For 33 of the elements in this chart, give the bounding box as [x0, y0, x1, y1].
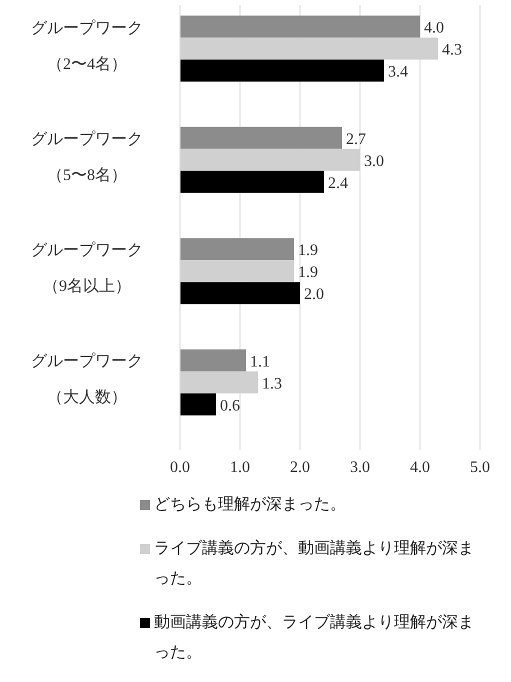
data-label: 2.4: [328, 174, 348, 192]
bar: [180, 16, 420, 38]
data-label: 1.3: [262, 375, 282, 392]
legend-label: 動画講義の方が、ライブ講義より理解が深まった。: [154, 612, 475, 663]
legend-label: どちらも理解が深まった。: [154, 495, 346, 515]
data-label: 1.1: [250, 353, 270, 370]
bar: [180, 60, 384, 82]
data-label: 2.7: [346, 130, 366, 148]
data-label: 2.0: [304, 286, 324, 304]
data-label: 4.3: [442, 42, 462, 59]
bar: [180, 126, 342, 149]
data-label: 1.9: [298, 264, 318, 282]
y-tick-label: グループワーク（大人数）: [30, 352, 144, 408]
data-label: 0.6: [220, 397, 240, 414]
y-tick-label: グループワーク（5〜8名）: [30, 130, 144, 186]
bar: [180, 282, 300, 304]
y-tick-label: グループワーク（9名以上）: [30, 240, 144, 298]
bar: [180, 238, 294, 260]
data-label: 4.0: [424, 20, 444, 37]
legend-label: ライブ講義の方が、動画講義より理解が深まった。: [154, 538, 475, 589]
x-tick-label: 2.0: [290, 459, 310, 476]
data-label: 3.4: [388, 64, 408, 81]
bar: [180, 349, 246, 372]
x-tick-label: 5.0: [470, 459, 490, 476]
x-tick-label: 0.0: [170, 459, 190, 476]
y-tick-label: グループワーク（2〜4名）: [30, 18, 144, 75]
bar: [180, 393, 216, 416]
data-label: 3.0: [364, 152, 384, 170]
bar: [180, 170, 324, 193]
data-label: 1.9: [298, 242, 318, 260]
x-tick-label: 4.0: [410, 459, 430, 476]
x-tick-label: 1.0: [230, 459, 250, 476]
x-tick-label: 3.0: [350, 459, 370, 476]
